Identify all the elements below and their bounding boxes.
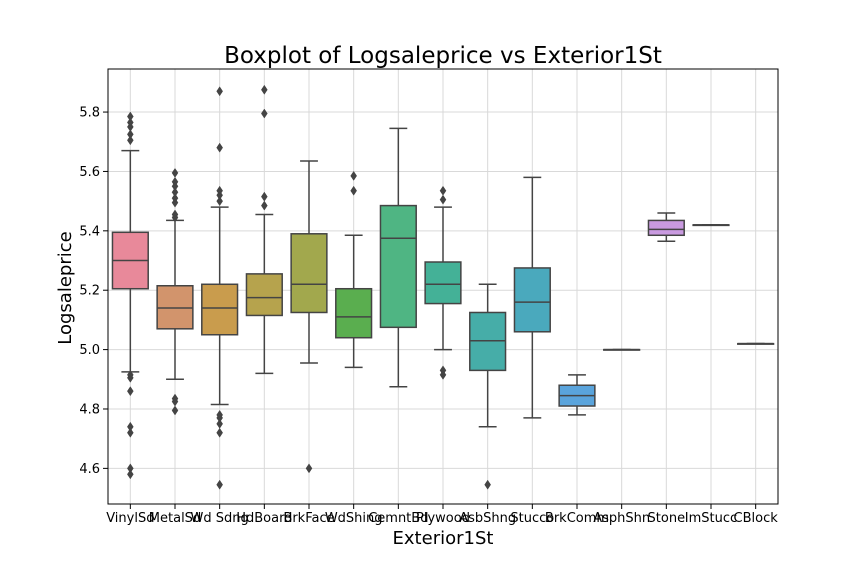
- box-iqr: [245, 273, 283, 317]
- x-tick-label: MetalSd: [149, 511, 201, 526]
- outlier-point: [261, 191, 268, 202]
- y-tick-label: 5.8: [79, 106, 100, 121]
- outlier-point: [171, 176, 179, 187]
- outlier-point: [127, 427, 134, 438]
- box-cemntbd: [379, 127, 417, 388]
- outlier-point: [127, 369, 134, 380]
- outlier-point: [350, 170, 357, 181]
- box-iqr: [290, 233, 328, 314]
- boxes-layer: [111, 84, 775, 490]
- outlier-point: [171, 405, 179, 416]
- y-tick-label: 5.4: [79, 224, 100, 239]
- outlier-point: [216, 409, 223, 420]
- outlier-point: [439, 185, 447, 196]
- box-imstucc: [692, 224, 730, 227]
- outlier-point: [261, 108, 268, 119]
- box-brkcomm: [558, 374, 596, 416]
- outlier-point: [216, 142, 223, 153]
- y-tick-label: 5.0: [79, 343, 100, 358]
- outlier-point: [127, 117, 134, 128]
- outlier-point: [216, 196, 223, 207]
- outlier-point: [127, 129, 134, 140]
- box-metalsd: [156, 167, 194, 416]
- y-tick-label: 5.6: [79, 165, 100, 180]
- box-asbshng: [469, 283, 507, 490]
- outlier-point: [350, 185, 357, 196]
- x-tick-label: Plywood: [416, 511, 470, 526]
- box-iqr: [647, 219, 685, 237]
- box-wdshing: [335, 170, 373, 369]
- x-tick-label: HdBoard: [236, 511, 292, 526]
- outlier-point: [484, 479, 491, 490]
- outlier-point: [127, 421, 134, 432]
- x-tick-label: Stucco: [510, 511, 554, 526]
- box-vinylsd: [111, 111, 149, 480]
- outlier-point: [127, 469, 134, 480]
- x-tick-label: BrkFace: [283, 511, 334, 526]
- box-plywood: [424, 185, 462, 380]
- outlier-point: [171, 193, 179, 204]
- box-stucco: [513, 176, 551, 419]
- x-tick-label: Wd Sdng: [191, 511, 249, 526]
- box-brkface: [290, 160, 328, 474]
- x-tick-label: CBlock: [734, 511, 779, 526]
- outlier-point: [171, 209, 179, 220]
- x-tick-label: WdShing: [325, 511, 383, 526]
- outlier-point: [171, 393, 179, 404]
- x-tick-label: ImStucc: [685, 511, 737, 526]
- outlier-point: [127, 463, 134, 474]
- y-tick-label: 5.2: [79, 284, 100, 299]
- y-axis-ticks: 4.6 4.8 5.0 5.2 5.4 5.6 5.8: [79, 106, 108, 477]
- x-tick-label: AsbShng: [459, 511, 516, 526]
- y-axis-title: Logsaleprice: [55, 231, 76, 344]
- box-wd-sdng: [201, 86, 239, 490]
- outlier-point: [216, 427, 223, 438]
- box-iqr: [513, 267, 551, 333]
- box-iqr: [379, 204, 417, 329]
- outlier-point: [216, 418, 223, 429]
- outlier-point: [216, 86, 223, 97]
- x-tick-label: VinylSd: [106, 511, 154, 526]
- outlier-point: [171, 187, 179, 198]
- box-hdboard: [245, 84, 283, 375]
- chart-title: Boxplot of Logsaleprice vs Exterior1St: [224, 43, 662, 69]
- outlier-point: [127, 386, 134, 397]
- outlier-point: [171, 167, 179, 178]
- outlier-point: [305, 463, 313, 474]
- box-cblock: [737, 342, 775, 345]
- box-iqr: [424, 261, 462, 305]
- x-tick-label: CemntBd: [368, 511, 428, 526]
- x-tick-label: AsphShn: [593, 511, 650, 526]
- outlier-point: [216, 185, 223, 196]
- box-iqr: [335, 287, 373, 339]
- box-iqr: [201, 283, 239, 336]
- x-axis-title: Exterior1St: [393, 528, 494, 549]
- outlier-point: [439, 194, 447, 205]
- outlier-point: [261, 200, 268, 211]
- outlier-point: [216, 479, 223, 490]
- x-tick-label: Stone: [648, 511, 686, 526]
- outlier-point: [127, 111, 134, 122]
- outlier-point: [127, 135, 134, 146]
- x-tick-label: BrkComm: [545, 511, 609, 526]
- box-stone: [647, 212, 685, 242]
- outlier-point: [439, 365, 447, 376]
- y-tick-label: 4.6: [79, 462, 100, 477]
- y-tick-label: 4.8: [79, 402, 100, 417]
- outlier-point: [261, 84, 268, 95]
- box-asphshn: [603, 348, 641, 351]
